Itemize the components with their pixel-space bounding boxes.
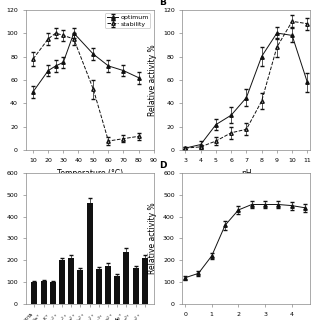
Y-axis label: Relative activity %: Relative activity %: [0, 203, 1, 274]
Y-axis label: Relative activity %: Relative activity %: [148, 44, 157, 116]
Bar: [68, 258, 74, 304]
Bar: [59, 260, 65, 304]
Bar: [142, 258, 148, 304]
Bar: [114, 276, 120, 304]
X-axis label: pH: pH: [241, 169, 252, 178]
Bar: [87, 204, 92, 304]
Bar: [77, 270, 84, 304]
Bar: [50, 282, 56, 304]
Text: B: B: [159, 0, 166, 7]
Text: D: D: [159, 161, 167, 170]
Bar: [41, 281, 47, 304]
Bar: [96, 269, 102, 304]
Bar: [124, 252, 129, 304]
Bar: [132, 268, 139, 304]
Bar: [105, 266, 111, 304]
X-axis label: Temperature (°C): Temperature (°C): [57, 169, 123, 178]
Y-axis label: Relative activity %: Relative activity %: [148, 203, 157, 274]
Bar: [31, 282, 37, 304]
Legend: optimum, stability: optimum, stability: [105, 13, 150, 28]
